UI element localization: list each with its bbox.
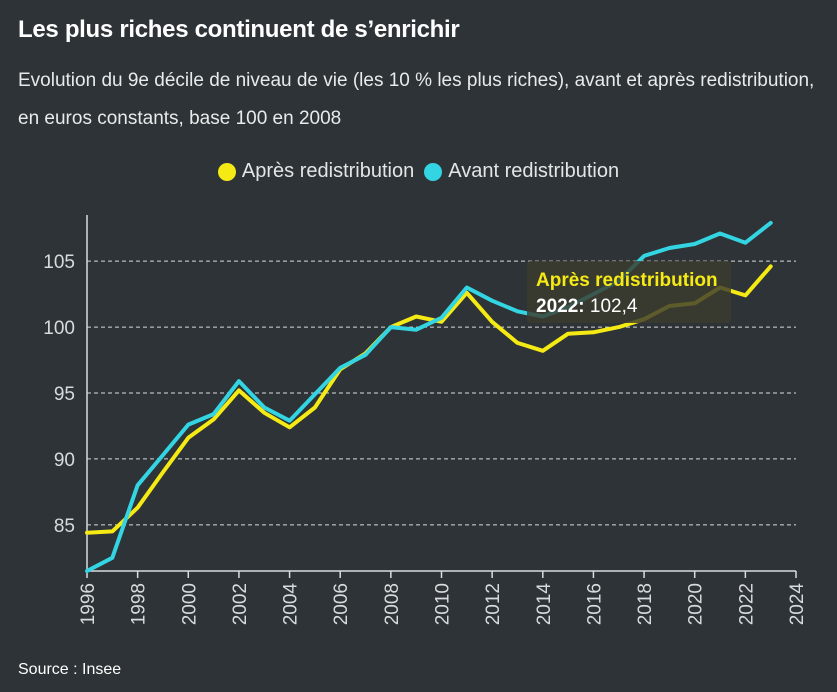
y-tick-label: 95 xyxy=(54,384,75,405)
x-tick-label: 2012 xyxy=(483,583,504,625)
x-tick-label: 2020 xyxy=(686,583,707,625)
tooltip-value: 2022: 102,4 xyxy=(536,296,638,317)
legend-swatch-avant xyxy=(424,162,443,181)
legend-item-avant[interactable]: Avant redistribution xyxy=(424,160,619,183)
x-tick-label: 1998 xyxy=(129,583,150,625)
chart-title: Les plus riches continuent de s’enrichir xyxy=(18,16,460,43)
x-tick-label: 2002 xyxy=(230,583,251,625)
series-line-avant xyxy=(85,220,773,573)
x-tick-label: 1996 xyxy=(78,583,99,625)
legend-label-apres: Après redistribution xyxy=(241,160,415,182)
x-tick-label: 2022 xyxy=(736,583,757,625)
x-tick-label: 2024 xyxy=(787,583,808,626)
y-tick-label: 90 xyxy=(54,450,75,471)
chart-subtitle: Evolution du 9e décile de niveau de vie … xyxy=(18,70,815,129)
x-tick-label: 2004 xyxy=(281,583,302,626)
source-note: Source : Insee xyxy=(18,661,122,678)
x-tick-label: 2006 xyxy=(331,583,352,625)
x-tick-label: 2008 xyxy=(382,583,403,625)
y-tick-label: 85 xyxy=(54,516,75,537)
x-tick-label: 2014 xyxy=(534,583,555,626)
x-tick-label: 2018 xyxy=(635,583,656,625)
y-tick-label: 100 xyxy=(43,318,75,339)
legend: Après redistribution Avant redistributio… xyxy=(0,160,837,183)
tooltip-year: 2022: xyxy=(536,296,590,317)
y-tick-label: 105 xyxy=(43,252,75,273)
legend-swatch-apres xyxy=(217,162,236,181)
legend-item-apres[interactable]: Après redistribution xyxy=(217,160,415,183)
x-tick-label: 2000 xyxy=(179,583,200,625)
tooltip-box xyxy=(527,261,731,323)
tooltip-title: Après redistribution xyxy=(536,270,718,291)
legend-label-avant: Avant redistribution xyxy=(448,160,620,182)
x-tick-label: 2010 xyxy=(433,583,454,625)
x-tick-label: 2016 xyxy=(584,583,605,625)
tooltip-number: 102,4 xyxy=(590,296,638,317)
